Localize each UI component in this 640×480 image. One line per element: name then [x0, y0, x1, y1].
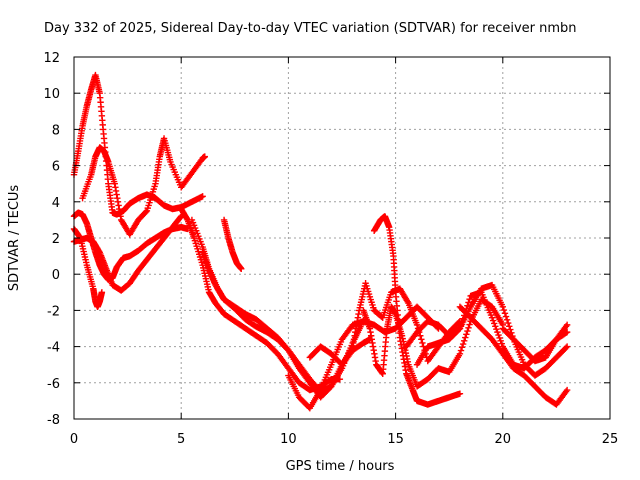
- data-point: [238, 265, 245, 272]
- x-tick-label: 25: [602, 432, 619, 447]
- chart-title: Day 332 of 2025, Sidereal Day-to-day VTE…: [44, 21, 577, 36]
- data-point: [488, 314, 496, 321]
- data-point: [419, 339, 426, 347]
- data-point: [456, 325, 464, 332]
- data-point: [497, 337, 504, 345]
- data-point: [506, 323, 513, 330]
- y-tick-label: 2: [52, 232, 60, 247]
- x-tick-label: 10: [280, 432, 297, 447]
- data-point: [496, 334, 503, 342]
- data-point: [98, 289, 106, 296]
- data-point: [495, 331, 502, 339]
- data-point: [465, 299, 472, 306]
- data-point: [456, 390, 464, 397]
- data-point: [499, 303, 506, 310]
- data-point: [491, 320, 498, 327]
- data-point: [563, 321, 571, 329]
- series-trace-9: [220, 216, 245, 272]
- ticks-layer: 0 5 10 15 20 25 -8 -6 -4 -2 0 2 4 6 8 10 12: [43, 51, 618, 447]
- y-tick-label: 4: [52, 196, 60, 211]
- data-point: [507, 326, 514, 333]
- data-point: [462, 334, 469, 341]
- data-point: [563, 328, 571, 336]
- y-tick-label: -4: [47, 341, 60, 356]
- x-tick-label: 20: [495, 432, 512, 447]
- series-trace-11: [306, 280, 464, 368]
- series-trace-6: [178, 205, 344, 394]
- data-point: [500, 306, 508, 314]
- y-tick-label: 6: [52, 160, 60, 175]
- series-trace-13: [370, 213, 464, 408]
- data-point: [466, 321, 473, 328]
- data-point: [563, 343, 571, 350]
- series-trace-16: [456, 303, 571, 408]
- data-point: [456, 350, 464, 358]
- y-tick-label: 12: [43, 51, 60, 66]
- y-axis-label: SDTVAR / TECUs: [7, 185, 22, 292]
- data-point: [463, 331, 470, 338]
- y-tick-label: 8: [52, 123, 60, 138]
- x-axis-label: GPS time / hours: [286, 459, 395, 474]
- y-tick-label: 0: [52, 268, 60, 283]
- data-point: [562, 344, 570, 351]
- data-point: [455, 326, 463, 333]
- data-point: [465, 324, 472, 331]
- y-tick-label: -2: [47, 304, 60, 319]
- data-point: [457, 322, 465, 329]
- data-point: [459, 315, 467, 322]
- data-point: [199, 193, 206, 200]
- data-point: [466, 295, 473, 303]
- data-point: [493, 326, 500, 333]
- y-tick-label: 10: [43, 87, 60, 102]
- series-trace-17: [499, 321, 571, 365]
- data-point: [504, 319, 512, 327]
- data-point: [457, 347, 465, 354]
- data-point: [418, 336, 425, 343]
- data-point: [464, 302, 471, 309]
- x-tick-label: 15: [387, 432, 404, 447]
- data-point: [498, 340, 505, 347]
- data-point: [562, 329, 570, 337]
- data-point: [563, 386, 571, 394]
- series-trace-14: [403, 281, 571, 379]
- data-point: [458, 318, 466, 326]
- data-point: [502, 313, 510, 320]
- data-point: [461, 337, 468, 345]
- data-point: [201, 153, 208, 160]
- data-point: [501, 310, 509, 317]
- data-point: [492, 323, 499, 330]
- marks-layer: [70, 71, 571, 412]
- x-tick-label: 0: [70, 432, 78, 447]
- series-trace-5: [70, 225, 106, 310]
- data-point: [327, 384, 334, 391]
- data-point: [459, 340, 467, 348]
- data-point: [464, 327, 471, 335]
- data-point: [177, 214, 184, 221]
- series-trace-2: [70, 71, 206, 218]
- data-point: [503, 316, 511, 324]
- data-point: [413, 321, 421, 329]
- x-tick-label: 5: [177, 432, 185, 447]
- y-tick-label: -6: [47, 377, 60, 392]
- series-trace-8: [199, 249, 374, 401]
- series-trace-15: [413, 289, 571, 372]
- data-point: [489, 317, 497, 324]
- y-tick-label: -8: [47, 413, 60, 428]
- data-point: [494, 328, 501, 336]
- data-point: [142, 208, 150, 215]
- data-point: [458, 344, 466, 351]
- data-point: [417, 332, 424, 339]
- series-trace-4: [79, 135, 208, 238]
